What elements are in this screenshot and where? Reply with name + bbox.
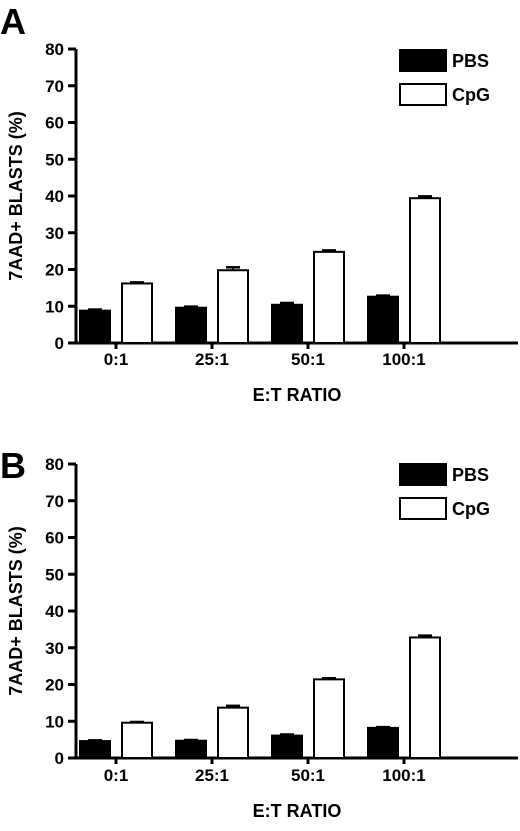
bar-cpg-0-1 xyxy=(121,721,153,759)
y-tick-label: 40 xyxy=(45,602,64,621)
x-tick-label: 0:1 xyxy=(104,766,129,785)
legend-label-cpg: CpG xyxy=(452,499,490,519)
bar-cpg-50-1 xyxy=(313,678,345,759)
bar-cpg-25-1 xyxy=(217,269,249,344)
bar-pbs-25-1 xyxy=(175,306,207,344)
y-tick-label: 0 xyxy=(55,749,64,768)
y-tick-label: 30 xyxy=(45,639,64,658)
x-tick-label: 50:1 xyxy=(291,766,325,785)
bar-cpg-100-1 xyxy=(409,197,441,344)
y-tick-label: 20 xyxy=(45,676,64,695)
y-tick-label: 10 xyxy=(45,712,64,731)
x-tick-label: 25:1 xyxy=(195,766,229,785)
y-axis-title: 7AAD+ BLASTS (%) xyxy=(6,526,26,696)
y-tick-label: 0 xyxy=(55,334,64,353)
x-tick-label: 25:1 xyxy=(195,350,229,369)
y-tick-label: 10 xyxy=(45,297,64,316)
x-tick-label: 50:1 xyxy=(291,350,325,369)
x-tick-label: 100:1 xyxy=(382,766,425,785)
y-tick-label: 60 xyxy=(45,529,64,548)
chart-panel-a: A 0 10 20 30 40 50 60 70 80 7AAD+ BLASTS (%) 0:1 25:… xyxy=(0,1,518,405)
bar-pbs-25-1 xyxy=(175,739,207,759)
bar-cpg-25-1 xyxy=(217,706,249,760)
bar-cpg-0-1 xyxy=(121,282,153,344)
panel-letter: B xyxy=(0,445,26,486)
x-tick-label: 100:1 xyxy=(382,350,425,369)
legend-label-pbs: PBS xyxy=(452,465,489,485)
y-tick-label: 20 xyxy=(45,261,64,280)
bar-pbs-100-1 xyxy=(367,295,399,345)
bar-pbs-50-1 xyxy=(271,303,303,344)
y-tick-label: 30 xyxy=(45,224,64,243)
panel-letter: A xyxy=(0,1,26,42)
bar-pbs-50-1 xyxy=(271,734,303,760)
x-axis-title: E:T RATIO xyxy=(253,801,342,821)
legend-label-cpg: CpG xyxy=(452,85,490,105)
y-axis-title: 7AAD+ BLASTS (%) xyxy=(6,111,26,281)
y-tick-label: 50 xyxy=(45,565,64,584)
legend: PBS CpG xyxy=(399,49,490,106)
legend: PBS CpG xyxy=(399,463,490,520)
bar-cpg-50-1 xyxy=(313,250,345,344)
bar-pbs-0-1 xyxy=(79,309,111,345)
x-tick-label: 0:1 xyxy=(104,350,129,369)
bar-pbs-0-1 xyxy=(79,740,111,759)
y-tick-label: 60 xyxy=(45,114,64,133)
y-tick-label: 50 xyxy=(45,150,64,169)
bar-cpg-100-1 xyxy=(409,636,441,760)
y-tick-label: 70 xyxy=(45,492,64,511)
x-axis-title: E:T RATIO xyxy=(253,385,342,405)
y-tick-label: 80 xyxy=(45,455,64,474)
legend-swatch-pbs xyxy=(399,49,447,72)
legend-swatch-cpg xyxy=(399,497,447,520)
y-tick-label: 40 xyxy=(45,187,64,206)
legend-swatch-cpg xyxy=(399,83,447,106)
bar-pbs-100-1 xyxy=(367,726,399,759)
legend-label-pbs: PBS xyxy=(452,51,489,71)
legend-swatch-pbs xyxy=(399,463,447,486)
y-tick-label: 80 xyxy=(45,40,64,59)
y-tick-label: 70 xyxy=(45,77,64,96)
chart-panel-b: B 0 10 20 30 40 50 60 70 80 7AAD+ BLASTS (%) 0:1 25:… xyxy=(0,445,518,821)
